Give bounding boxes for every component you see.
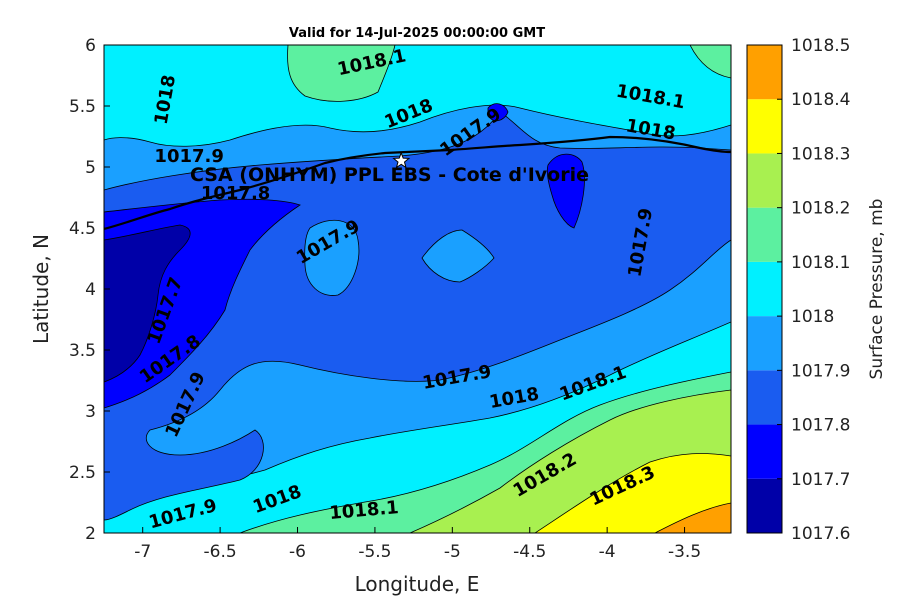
site-marker: CSA (ONHYM) PPL EBS - Cote d'Ivorie [190,151,589,186]
x-axis: -7 -6.5 -6 -5.5 -5 -4.5 -4 -3.5 [134,527,701,562]
colorbar-tick-label: 1018.5 [791,36,850,56]
colorbar-band [747,99,782,154]
colorbar-tick-label: 1018.2 [791,199,850,219]
x-tick-label: -6 [289,542,306,562]
colorbar-tick-label: 1017.6 [791,524,850,544]
contour-band-1018.1-north [287,45,396,102]
contour-band-1018.3 [534,453,731,533]
y-tick-label: 5 [85,158,96,178]
coastline [104,135,731,231]
y-tick-label: 3 [85,402,96,422]
contour-band-1018 [104,45,731,147]
colorbar-ticks: 1017.6 1017.7 1017.8 1017.9 1018 1018.1 1018.2… [777,36,850,544]
colorbar-tick-label: 1018.3 [791,144,850,164]
contour-label: 1017.8 [201,183,270,204]
contour-island-1017.7-east [546,153,585,229]
x-axis-label: Longitude, E [355,572,480,596]
y-axis-label: Latitude, N [29,234,53,344]
y-tick-label: 2 [85,524,96,544]
colorbar-tick-label: 1018.4 [791,90,850,110]
y-tick-label: 4.5 [69,219,96,239]
contour-band-1018.1-northeast [689,45,731,79]
contour-island-1017.9-east [421,229,495,283]
y-tick-label: 6 [85,36,96,56]
colorbar-tick-label: 1017.7 [791,470,850,490]
x-tick-label: -6.5 [204,542,237,562]
contour-island-1017.9-west [304,220,360,296]
contour-island-1017.7-small [487,103,509,122]
colorbar-tick-label: 1017.9 [791,361,850,381]
colorbar-band [747,261,782,317]
colorbar-band [747,316,782,371]
x-tick-label: -4 [599,542,616,562]
colorbar-frame [746,44,783,534]
contour-label: 1017.9 [154,146,223,167]
y-axis: 2 2.5 3 3.5 4 4.5 5 5.5 6 [69,36,110,544]
y-tick-label: 5.5 [69,97,96,117]
colorbar-band [747,153,782,208]
x-tick-label: -5 [444,542,461,562]
contour-band-1017.6 [104,224,191,383]
colorbar-tick-label: 1018.1 [791,253,850,273]
x-tick-label: -3.5 [668,542,701,562]
colorbar [747,45,782,533]
colorbar-tick-label: 1018 [791,307,834,327]
colorbar-band [747,207,782,262]
colorbar-label: Surface Pressure, mb [867,199,887,380]
site-label: CSA (ONHYM) PPL EBS - Cote d'Ivorie [190,164,589,186]
colorbar-band [747,424,782,479]
x-tick-label: -7 [134,542,151,562]
y-tick-label: 3.5 [69,341,96,361]
x-tick-label: -5.5 [358,542,391,562]
site-star-icon [392,151,411,169]
y-tick-label: 2.5 [69,463,96,483]
chart-title: Valid for 14-Jul-2025 00:00:00 GMT [289,26,545,41]
colorbar-band [747,45,782,100]
colorbar-tick-label: 1017.8 [791,416,850,436]
colorbar-band [747,478,782,533]
colorbar-band [747,370,782,425]
y-tick-label: 4 [85,280,96,300]
x-tick-label: -4.5 [513,542,546,562]
